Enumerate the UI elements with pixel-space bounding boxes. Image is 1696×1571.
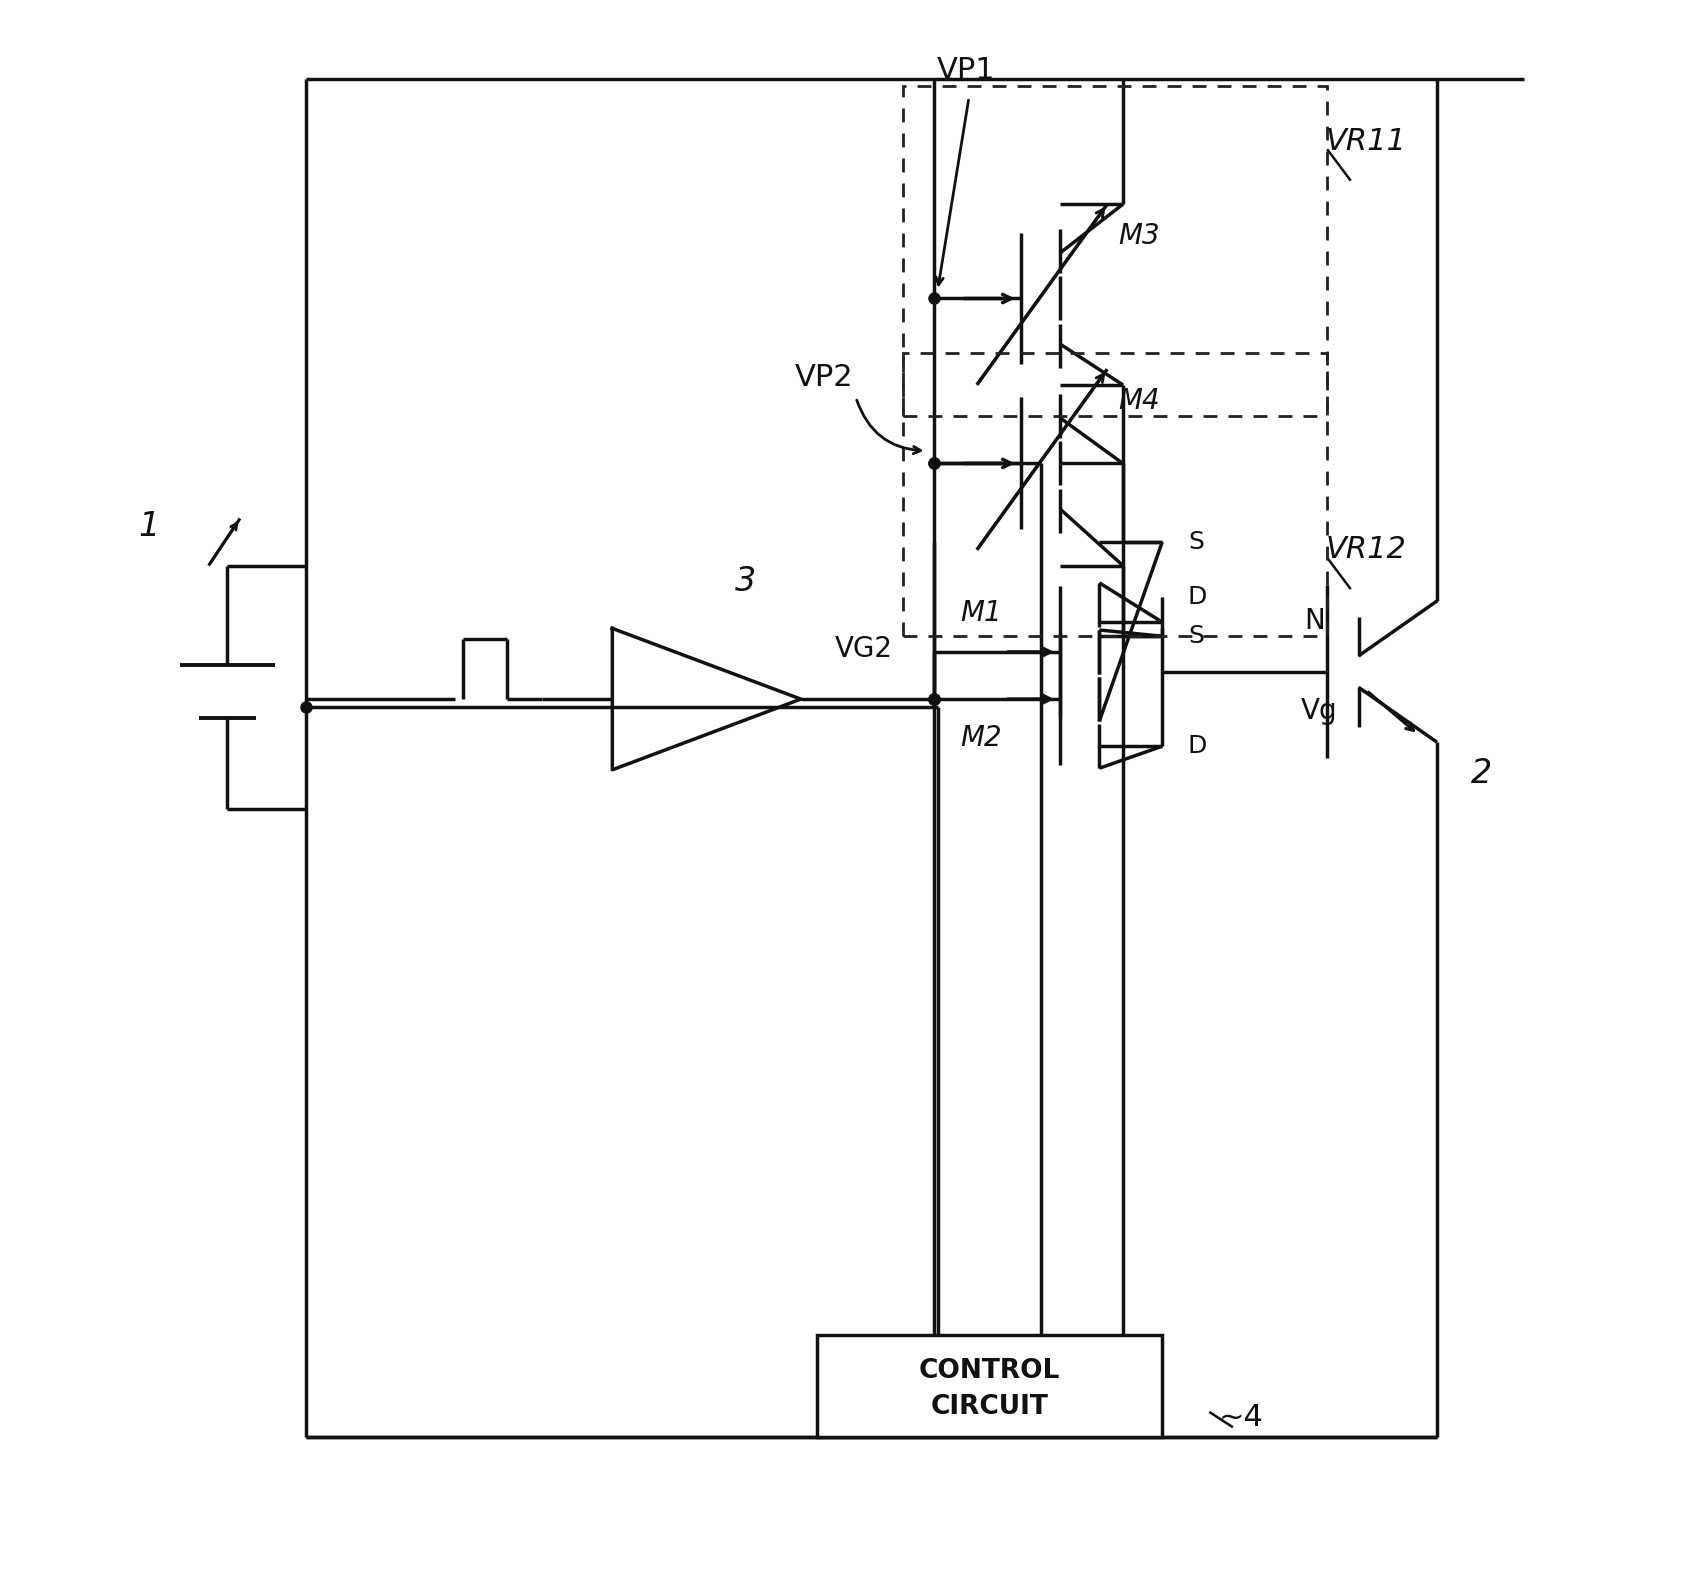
- Text: VR12: VR12: [1326, 536, 1408, 564]
- Text: CIRCUIT: CIRCUIT: [931, 1393, 1048, 1420]
- Text: ~4: ~4: [1218, 1403, 1264, 1431]
- Polygon shape: [612, 628, 801, 770]
- Text: VG2: VG2: [834, 635, 892, 663]
- Bar: [902, 353, 1328, 636]
- Text: N: N: [1304, 608, 1325, 635]
- Text: M4: M4: [1118, 386, 1160, 415]
- Text: CONTROL: CONTROL: [919, 1357, 1060, 1384]
- Text: 2: 2: [1470, 757, 1492, 790]
- Bar: [816, 1335, 1162, 1437]
- Bar: [902, 86, 1328, 416]
- Text: 3: 3: [736, 564, 756, 599]
- Text: Vg: Vg: [1301, 698, 1338, 724]
- Text: M1: M1: [960, 599, 1002, 627]
- Text: D: D: [1187, 734, 1206, 759]
- Text: VP1: VP1: [936, 57, 996, 85]
- Text: 1: 1: [139, 509, 159, 544]
- Text: M2: M2: [960, 724, 1002, 753]
- Text: D: D: [1187, 584, 1206, 610]
- Text: S: S: [1189, 624, 1204, 649]
- Text: VP2: VP2: [795, 363, 853, 391]
- Text: M3: M3: [1118, 222, 1160, 250]
- Text: S: S: [1189, 529, 1204, 555]
- Text: VR11: VR11: [1326, 127, 1408, 156]
